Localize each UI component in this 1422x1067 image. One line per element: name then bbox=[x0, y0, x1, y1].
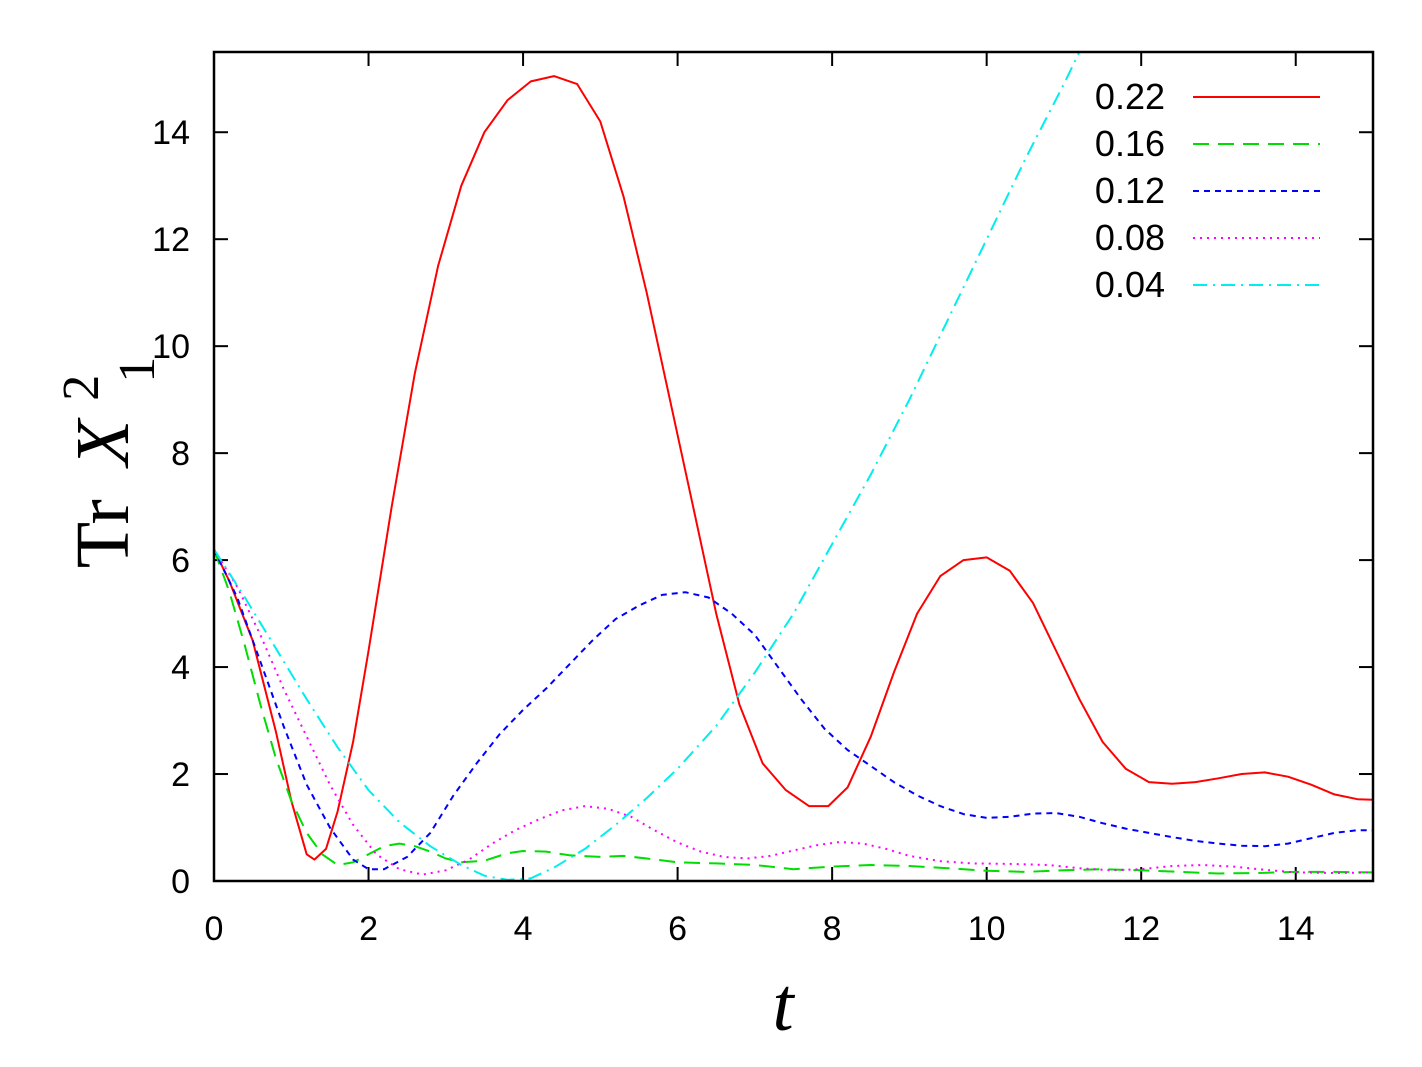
y-tick-label: 4 bbox=[171, 649, 190, 687]
x-tick-label: 14 bbox=[1277, 910, 1315, 948]
y-tick-label: 2 bbox=[171, 756, 190, 794]
series-line-0.12 bbox=[214, 548, 1373, 871]
x-axis-title: t bbox=[772, 963, 795, 1047]
y-tick-label: 14 bbox=[152, 114, 190, 152]
y-tick-label: 10 bbox=[152, 328, 190, 366]
series-line-0.04 bbox=[214, 52, 1081, 881]
legend-label: 0.22 bbox=[1095, 76, 1165, 117]
y-tick-label: 0 bbox=[171, 863, 190, 901]
axis-ticks: 0 2 4 6 8 10 12 14 0 2 4 6 8 10 12 14 bbox=[152, 52, 1373, 948]
y-tick-label: 8 bbox=[171, 435, 190, 473]
y-axis-title-superscript: 2 bbox=[53, 375, 110, 401]
y-tick-label: 6 bbox=[171, 542, 190, 580]
series-layer bbox=[214, 52, 1373, 881]
x-tick-label: 2 bbox=[359, 910, 378, 948]
y-axis-title: Tr X 2 1 bbox=[31, 356, 166, 569]
x-tick-label: 4 bbox=[514, 910, 533, 948]
plot-frame bbox=[212, 50, 1375, 883]
series-line-0.08 bbox=[214, 548, 1373, 876]
legend-label: 0.04 bbox=[1095, 264, 1165, 305]
y-axis-title-subscript: 1 bbox=[109, 357, 166, 383]
x-tick-label: 12 bbox=[1122, 910, 1160, 948]
legend-label: 0.12 bbox=[1095, 170, 1165, 211]
x-tick-label: 6 bbox=[668, 910, 687, 948]
y-axis-title-symbol: X bbox=[61, 417, 145, 469]
legend-label: 0.16 bbox=[1095, 123, 1165, 164]
legend-label: 0.08 bbox=[1095, 217, 1165, 258]
x-tick-label: 8 bbox=[823, 910, 842, 948]
y-tick-label: 12 bbox=[152, 221, 190, 259]
series-line-0.22 bbox=[214, 75, 1373, 861]
svg-text:Tr X 2 1: Tr X 2 1 bbox=[31, 356, 166, 569]
legend: 0.22 0.16 0.12 0.08 0.04 bbox=[1095, 76, 1320, 305]
x-tick-label: 10 bbox=[968, 910, 1006, 948]
x-tick-label: 0 bbox=[205, 910, 224, 948]
y-axis-title-prefix: Tr bbox=[61, 499, 145, 568]
series-line-0.16 bbox=[214, 549, 1373, 875]
